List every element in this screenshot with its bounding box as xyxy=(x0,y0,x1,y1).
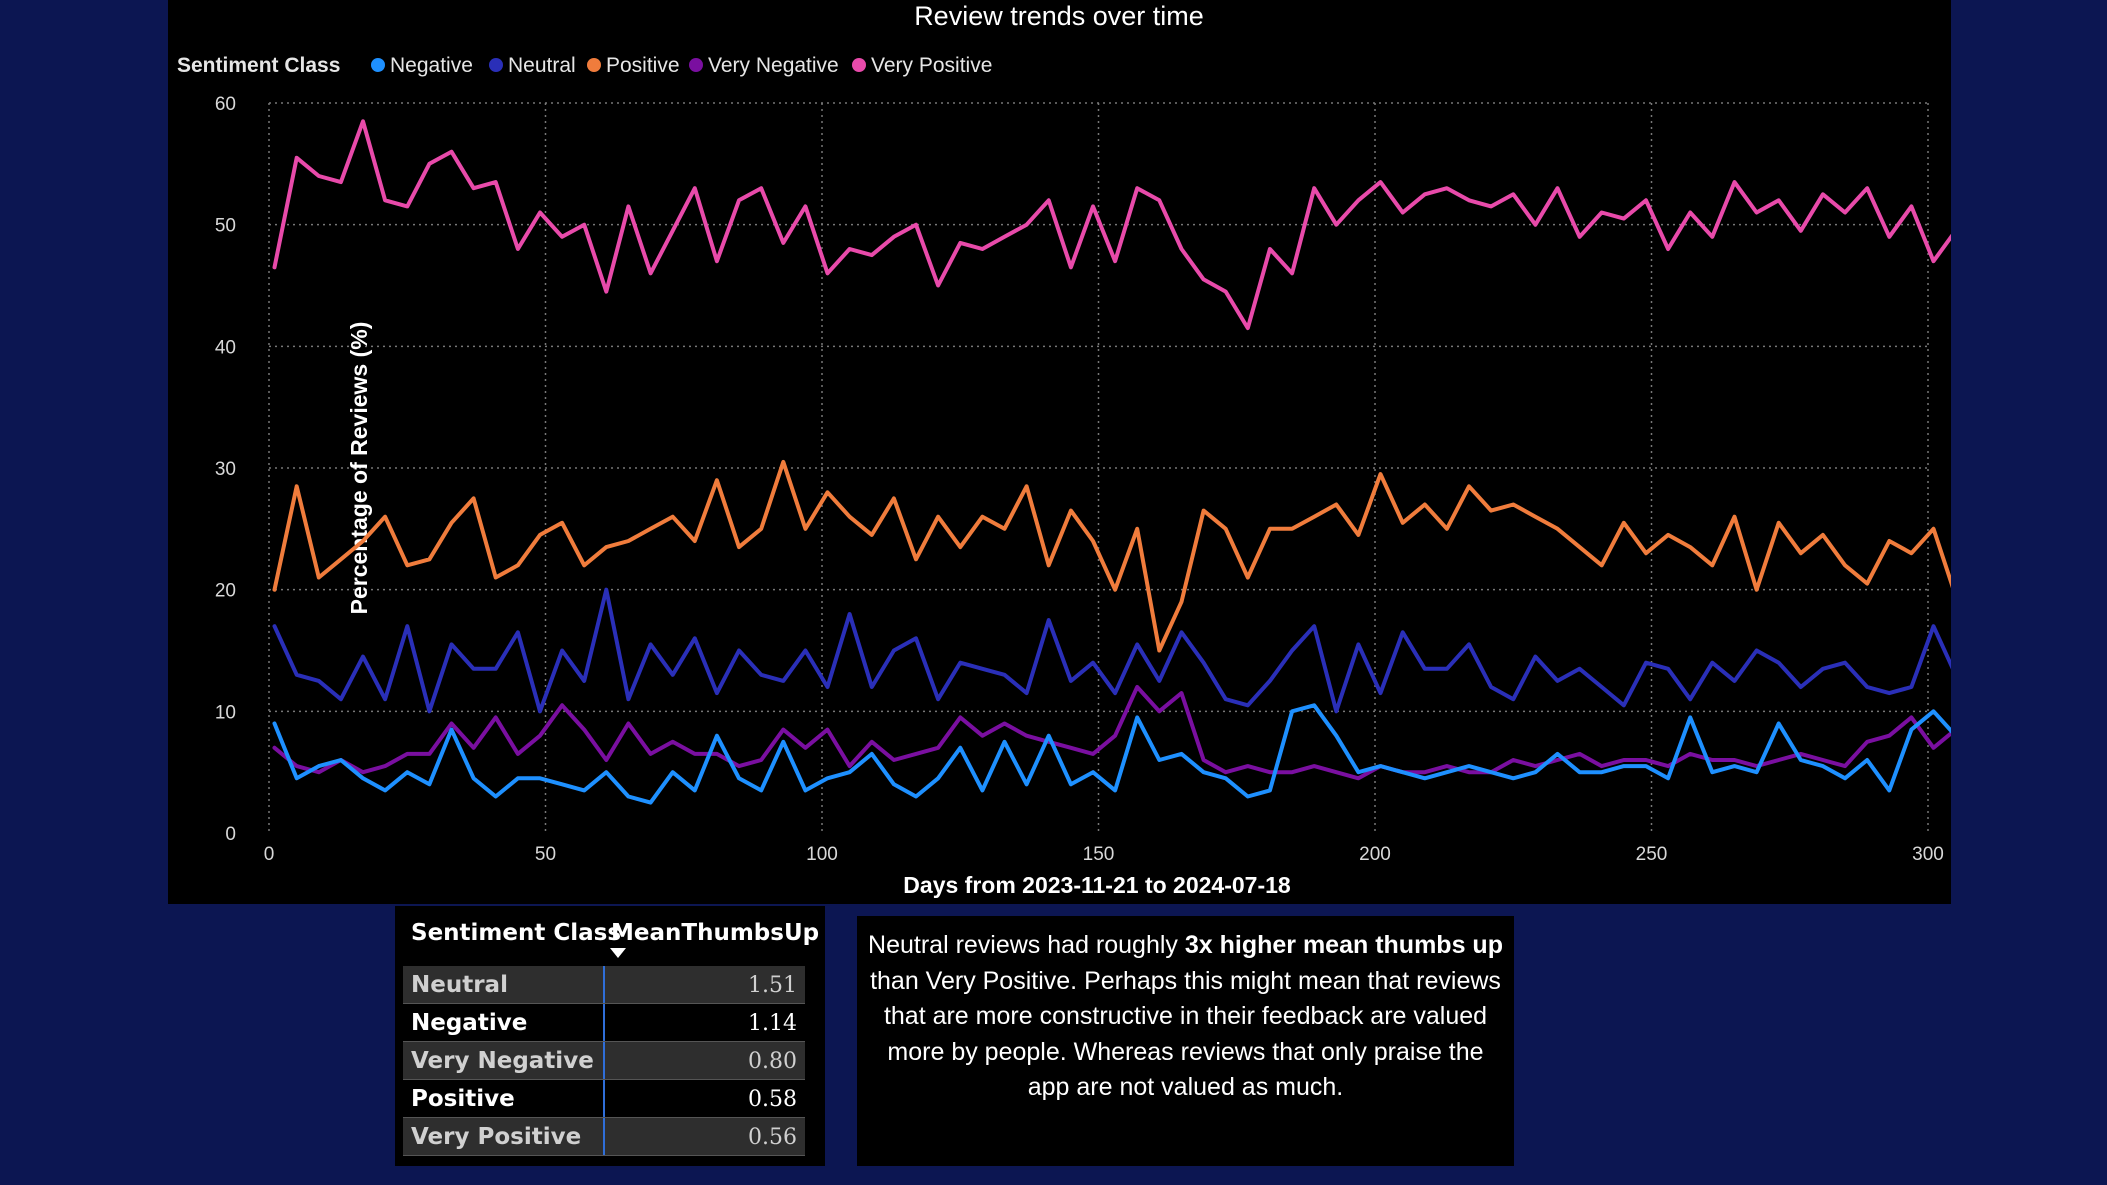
y-tick-label: 60 xyxy=(215,94,236,115)
table-cell-value: 1.51 xyxy=(748,973,797,998)
table-cell-class: Neutral xyxy=(411,972,508,998)
y-tick-label: 10 xyxy=(215,702,236,723)
thumbs-up-table: Sentiment Class MeanThumbsUp Neutral 1.5… xyxy=(395,906,825,1166)
sort-descending-icon[interactable] xyxy=(610,948,626,958)
table-cell-class: Positive xyxy=(411,1086,515,1112)
series-line-neutral xyxy=(272,587,1951,714)
note-part-1: Neutral reviews had roughly xyxy=(868,931,1185,959)
x-tick-label: 200 xyxy=(1359,844,1391,865)
y-tick-label: 20 xyxy=(215,581,236,602)
table-header-sentiment-class[interactable]: Sentiment Class xyxy=(411,920,622,946)
column-divider xyxy=(603,966,605,1003)
legend-entry: Neutral xyxy=(508,54,576,77)
table-row[interactable]: Negative 1.14 xyxy=(403,1004,805,1042)
chart-title: Review trends over time xyxy=(914,1,1204,31)
table-body: Neutral 1.51 Negative 1.14 Very Negative… xyxy=(403,966,805,1156)
legend-marker xyxy=(689,58,703,72)
x-axis-label: Days from 2023-11-21 to 2024-07-18 xyxy=(903,872,1291,898)
series-line-negative xyxy=(272,703,1951,805)
column-divider xyxy=(603,1042,605,1079)
legend-entry: Very Positive xyxy=(871,54,992,77)
insight-note-text: Neutral reviews had roughly 3x higher me… xyxy=(867,928,1504,1106)
y-tick-label: 40 xyxy=(215,337,236,358)
note-bold: 3x higher mean thumbs up xyxy=(1184,931,1503,959)
legend-title: Sentiment Class xyxy=(177,54,340,77)
y-tick-label: 50 xyxy=(215,216,236,237)
x-tick-label: 50 xyxy=(535,844,556,865)
x-tick-label: 0 xyxy=(264,844,275,865)
table-cell-value: 0.58 xyxy=(748,1087,797,1112)
x-tick-label: 250 xyxy=(1636,844,1668,865)
y-tick-label: 30 xyxy=(215,459,236,480)
column-divider xyxy=(603,1080,605,1117)
insight-note-panel: Neutral reviews had roughly 3x higher me… xyxy=(857,916,1514,1166)
series-line-very-negative xyxy=(272,685,1951,781)
series-line-positive xyxy=(272,459,1951,653)
table-row[interactable]: Very Positive 0.56 xyxy=(403,1118,805,1156)
x-tick-label: 300 xyxy=(1912,844,1944,865)
legend-marker xyxy=(371,58,385,72)
y-tick-label: 0 xyxy=(225,824,236,845)
note-part-2: than Very Positive. Perhaps this might m… xyxy=(870,966,1501,1102)
table-cell-class: Very Positive xyxy=(411,1124,582,1150)
table-cell-class: Very Negative xyxy=(411,1048,594,1074)
y-axis-label: Percentage of Reviews (%) xyxy=(346,322,372,615)
table-cell-value: 0.56 xyxy=(748,1125,797,1150)
table-cell-value: 0.80 xyxy=(748,1049,797,1074)
chart-panel: Review trends over time 0 10 20 30 40 50 60 0 50 1… xyxy=(168,0,1951,904)
table-cell-class: Negative xyxy=(411,1010,528,1036)
series-line-very-positive xyxy=(272,119,1951,331)
table-row[interactable]: Very Negative 0.80 xyxy=(403,1042,805,1080)
table-row[interactable]: Positive 0.58 xyxy=(403,1080,805,1118)
legend-entry: Positive xyxy=(606,54,680,77)
x-tick-label: 100 xyxy=(806,844,838,865)
legend-marker xyxy=(587,58,601,72)
table-row[interactable]: Neutral 1.51 xyxy=(403,966,805,1004)
legend-marker xyxy=(489,58,503,72)
x-tick-label: 150 xyxy=(1083,844,1115,865)
column-divider xyxy=(603,1118,605,1155)
column-divider xyxy=(603,1004,605,1041)
legend-entry: Very Negative xyxy=(708,54,839,77)
legend-entry: Negative xyxy=(390,54,473,77)
legend-marker xyxy=(852,58,866,72)
table-header-mean-thumbs-up[interactable]: MeanThumbsUp xyxy=(611,920,820,946)
review-trends-chart: Review trends over time 0 10 20 30 40 50 60 0 50 1… xyxy=(177,1,1951,898)
table-cell-value: 1.14 xyxy=(748,1011,797,1036)
